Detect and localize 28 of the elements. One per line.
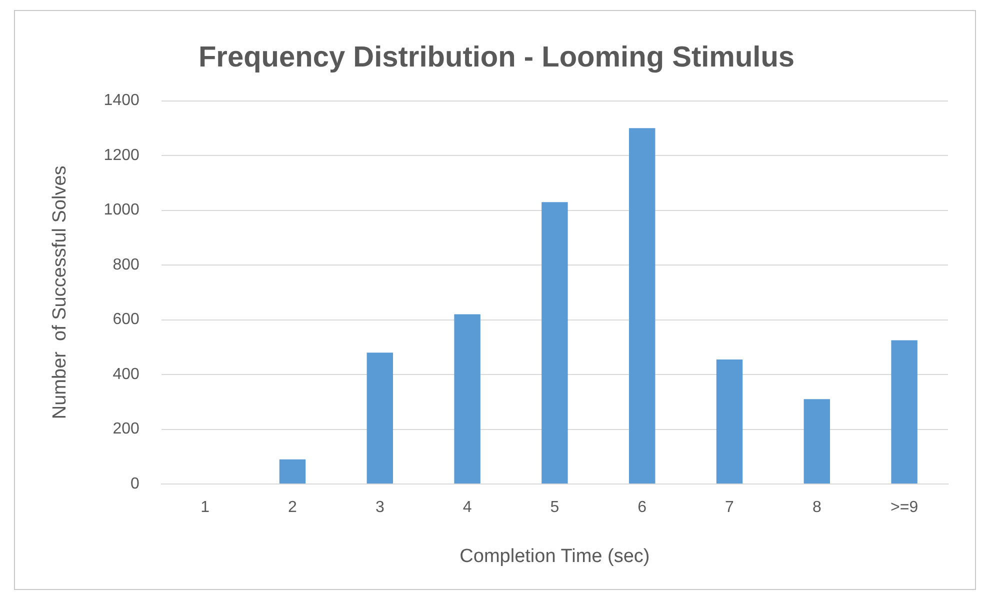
- x-tick-label: 6: [638, 499, 647, 516]
- bar: [454, 314, 480, 484]
- x-tick-label: 1: [200, 499, 210, 516]
- x-axis-title: Completion Time (sec): [460, 546, 650, 567]
- y-tick-label: 600: [112, 311, 140, 328]
- bar: [279, 459, 306, 484]
- x-tick-label: 7: [725, 499, 734, 516]
- bar: [628, 128, 656, 484]
- x-tick-label: >=9: [890, 499, 918, 516]
- x-tick-label: 2: [288, 499, 298, 516]
- y-tick-label: 400: [112, 366, 140, 383]
- bar: [366, 352, 394, 484]
- y-tick-label: 1400: [104, 92, 140, 110]
- bar: [716, 359, 743, 484]
- y-tick-label: 800: [112, 256, 140, 274]
- x-tick-label: 8: [812, 499, 822, 516]
- bar: [804, 399, 830, 484]
- x-tick-label: 5: [550, 499, 560, 516]
- y-axis-title: Number of Successful Solves: [50, 166, 71, 420]
- x-tick-label: 3: [375, 499, 384, 516]
- y-tick-label: 1000: [104, 202, 140, 219]
- x-tick-label: 4: [462, 499, 472, 516]
- bar: [891, 340, 918, 484]
- y-tick-label: 0: [130, 475, 140, 492]
- y-tick-label: 1200: [104, 146, 140, 164]
- y-tick-label: 200: [112, 420, 140, 438]
- bar: [542, 202, 568, 484]
- chart-title: Frequency Distribution - Looming Stimulus: [198, 41, 795, 74]
